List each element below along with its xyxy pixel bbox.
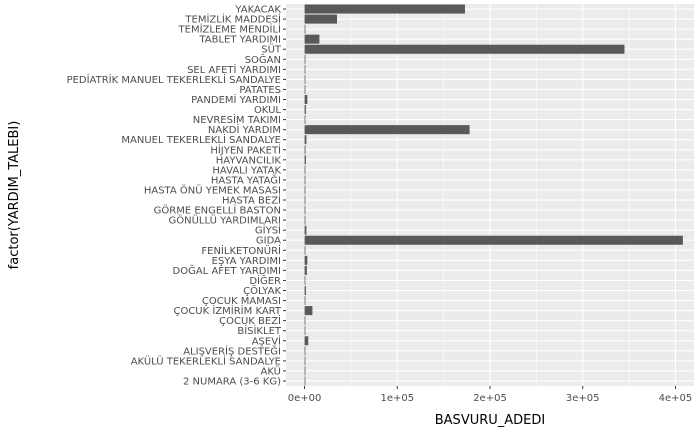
x-axis-title: BASVURU_ADEDI	[435, 413, 545, 428]
y-tick-label: AŞEVİ	[252, 334, 281, 347]
y-tick-label: ÇOCUK BEZİ	[219, 314, 281, 327]
y-tick-label: PEDİATRİK MANUEL TEKERLEKLİ SANDALYE	[67, 73, 281, 86]
y-tick-label: ÇOCUK İZMİRİM KART	[173, 304, 281, 317]
bar	[304, 366, 306, 376]
bar	[304, 165, 306, 175]
bar	[304, 275, 306, 285]
y-tick-label: SEL AFETİ YARDIMI	[187, 63, 281, 76]
bar	[304, 125, 470, 135]
bar	[304, 215, 306, 225]
bar	[304, 115, 306, 125]
bar	[304, 195, 306, 205]
bar	[304, 54, 306, 64]
bar	[304, 155, 306, 165]
bar	[304, 24, 306, 34]
bar	[304, 44, 625, 54]
y-tick-label: HASTA YATAĞI	[211, 173, 281, 186]
y-tick-label: FENİLKETONÜRİ	[201, 244, 281, 257]
y-tick-label: TABLET YARDIMI	[198, 35, 281, 46]
y-tick-label: MANUEL TEKERLEKLİ SANDALYE	[121, 133, 281, 146]
x-tick-label: 4e+05	[659, 393, 693, 404]
bar	[304, 316, 306, 326]
y-tick-label: BİSİKLET	[237, 324, 282, 337]
bar	[304, 14, 337, 24]
bar	[304, 74, 306, 84]
y-tick-label: EŞYA YARDIMI	[212, 256, 281, 267]
bar	[304, 64, 306, 74]
y-tick-label: HİJYEN PAKETİ	[210, 143, 281, 156]
y-tick-label: PANDEMİ YARDIMI	[191, 93, 281, 106]
bar	[304, 4, 465, 14]
bar	[304, 255, 308, 265]
y-tick-label: HAVALI YATAK	[212, 165, 281, 176]
bar	[304, 296, 306, 306]
bar	[304, 34, 320, 44]
y-tick-label: HASTA ÖNÜ YEMEK MASASI	[144, 183, 281, 196]
gridlines	[286, 4, 694, 386]
bar	[304, 265, 307, 275]
y-tick-label: YAKACAK	[234, 5, 281, 16]
bar	[304, 336, 309, 346]
bar	[304, 346, 306, 356]
bar	[304, 175, 306, 185]
x-tick-label: 0e+00	[288, 393, 322, 404]
y-tick-label: NAKDİ YARDIM	[208, 123, 281, 136]
bar	[304, 185, 306, 195]
y-tick-label: AKÜ	[261, 364, 281, 377]
bar	[304, 326, 306, 336]
y-tick-label: ÇÖLYAK	[243, 284, 281, 297]
y-tick-label: DOĞAL AFET YARDIMI	[173, 264, 281, 277]
bar	[304, 225, 307, 235]
bar	[304, 306, 313, 316]
y-tick-label: DİĞER	[249, 274, 281, 287]
bar	[304, 376, 306, 386]
y-tick-label: SOĞAN	[245, 53, 281, 66]
x-tick-label: 3e+05	[566, 393, 600, 404]
y-axis-title: factor(YARDIM_TALEBI)	[7, 121, 22, 270]
y-tick-label: HAYVANCILIK	[216, 155, 282, 166]
y-tick-label: 2 NUMARA (3-6 KG)	[183, 376, 281, 387]
bar	[304, 135, 307, 145]
y-tick-label: ALIŞVERİŞ DESTEĞİ	[183, 344, 281, 357]
bar	[304, 94, 308, 105]
bar	[304, 245, 306, 255]
y-tick-label: GÖRME ENGELLİ BASTON	[154, 204, 281, 217]
y-tick-label: OKUL	[254, 105, 281, 116]
bar	[304, 205, 306, 215]
y-tick-label: GIDA	[256, 236, 281, 247]
y-tick-label: TEMİZLİK MADDESİ	[184, 13, 281, 26]
y-tick-label: HASTA BEZİ	[222, 194, 281, 207]
x-tick-label: 2e+05	[473, 393, 507, 404]
x-axis-ticks: 0e+00 1e+05 2e+05 3e+05 4e+05	[288, 386, 693, 404]
bars	[304, 4, 683, 386]
bar	[304, 356, 306, 366]
y-tick-label: ÇOCUK MAMASI	[202, 296, 281, 307]
bar	[304, 105, 306, 115]
bar	[304, 84, 306, 94]
y-tick-label: NEVRESİM TAKIMI	[193, 113, 281, 126]
bar	[304, 285, 306, 296]
y-tick-label: AKÜLÜ TEKERLEKLİ SANDALYE	[131, 354, 281, 367]
bar	[304, 145, 306, 155]
y-tick-label: GİYSİ	[255, 224, 281, 237]
x-tick-label: 1e+05	[380, 393, 414, 404]
y-tick-label: PATATES	[239, 85, 281, 96]
y-tick-label: SÜT	[261, 43, 282, 56]
bar	[304, 235, 683, 245]
y-tick-label: GÖNÜLLÜ YARDIMLARI	[169, 214, 282, 227]
y-tick-label: TEMİZLEME MENDİLİ	[178, 23, 281, 36]
